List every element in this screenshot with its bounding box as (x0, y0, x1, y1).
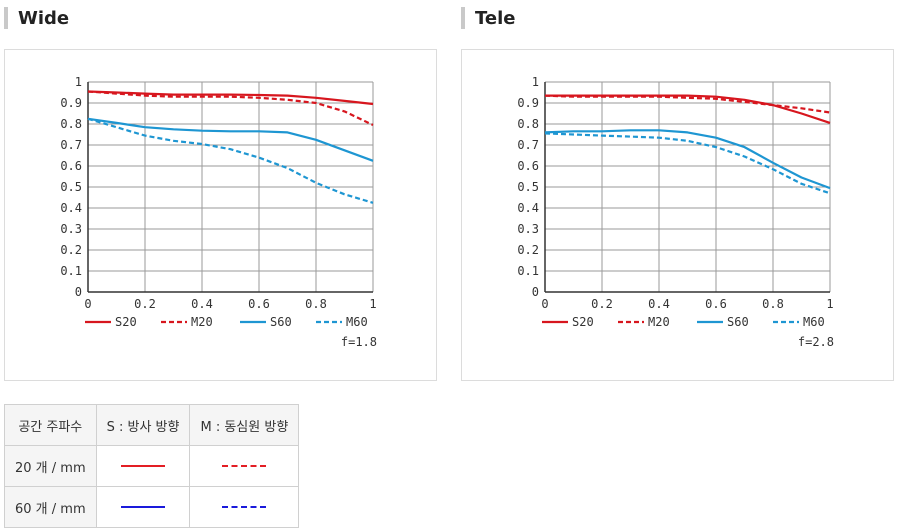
y-tick-label: 1 (532, 75, 539, 89)
x-tick-label: 0.6 (705, 297, 727, 311)
legend-label-m60: M60 (803, 315, 825, 329)
header-meridional: M : 동심원 방향 (189, 404, 300, 446)
legend-label-s20: S20 (115, 315, 137, 329)
row-label-60: 60 개 / mm (4, 486, 97, 528)
series-line-s20 (545, 94, 831, 124)
title-accent-bar (461, 7, 465, 29)
x-tick-label: 0 (541, 297, 548, 311)
sample-cell (95, 486, 191, 528)
section-title-text: Tele (475, 7, 516, 29)
series-line-m20 (87, 90, 374, 126)
title-accent-bar (4, 7, 8, 29)
section-title-wide: Wide (4, 6, 69, 30)
mtf-chart-tele: 0 0.1 0.2 0.3 0.4 0.5 0.6 0.7 0.8 0.9 1 0 0.2 0.4 0.6 0… (517, 75, 834, 349)
x-tick-label: 0.8 (762, 297, 784, 311)
section-title-tele: Tele (461, 6, 515, 30)
y-tick-label: 0 (75, 285, 82, 299)
sample-cell (189, 445, 300, 487)
line-sample-m60 (222, 506, 267, 508)
x-tick-label: 0 (84, 297, 91, 311)
y-tick-label: 0.6 (60, 159, 82, 173)
y-tick-label: 0.1 (60, 264, 82, 278)
sample-cell (95, 445, 191, 487)
x-tick-label: 0.2 (134, 297, 156, 311)
section-title-text: Wide (18, 7, 70, 29)
y-tick-label: 0 (532, 285, 539, 299)
y-tick-label: 0.8 (60, 117, 82, 131)
legend-label-m60: M60 (346, 315, 368, 329)
series-line-m60 (544, 132, 831, 195)
legend-table-row: 20 개 / mm (4, 445, 300, 487)
y-tick-label: 1 (75, 75, 82, 89)
y-tick-label: 0.3 (517, 222, 539, 236)
y-tick-label: 0.9 (60, 96, 82, 110)
mtf-chart-wide: 0 0.1 0.2 0.3 0.4 0.5 0.6 0.7 0.8 0.9 1 0 0.2 0.4 0.6 0… (60, 75, 377, 349)
line-sample-s20 (121, 465, 166, 467)
y-tick-label: 0.6 (517, 159, 539, 173)
chart-panel-wide: 0 0.1 0.2 0.3 0.4 0.5 0.6 0.7 0.8 0.9 1 0 0.2 0.4 0.6 0… (4, 49, 437, 381)
series-line-s20 (87, 90, 374, 106)
legend-table: 공간 주파수 S : 방사 방향 M : 동심원 방향 20 개 / mm 60… (4, 404, 300, 528)
y-tick-label: 0.7 (517, 138, 539, 152)
x-tick-label: 0.2 (591, 297, 613, 311)
y-tick-label: 0.7 (60, 138, 82, 152)
y-tick-label: 0.4 (517, 201, 539, 215)
line-sample-s60 (121, 506, 166, 508)
legend-table-header-row: 공간 주파수 S : 방사 방향 M : 동심원 방향 (4, 404, 300, 446)
line-sample-m20 (222, 465, 267, 467)
legend-label-m20: M20 (648, 315, 670, 329)
y-tick-label: 0.1 (517, 264, 539, 278)
legend-table-row: 60 개 / mm (4, 486, 300, 528)
legend-label-s60: S60 (727, 315, 749, 329)
legend-label-s20: S20 (572, 315, 594, 329)
header-spatial-frequency: 공간 주파수 (4, 404, 97, 446)
y-tick-label: 0.8 (517, 117, 539, 131)
series-line-m60 (87, 117, 374, 204)
x-tick-label: 0.6 (248, 297, 270, 311)
y-tick-label: 0.4 (60, 201, 82, 215)
y-tick-label: 0.5 (517, 180, 539, 194)
y-tick-label: 0.5 (60, 180, 82, 194)
row-label-20: 20 개 / mm (4, 445, 97, 487)
x-tick-label: 0.4 (648, 297, 670, 311)
x-tick-label: 0.8 (305, 297, 327, 311)
x-tick-label: 1 (826, 297, 833, 311)
y-tick-label: 0.2 (517, 243, 539, 257)
aperture-label: f=2.8 (798, 335, 834, 349)
x-tick-label: 1 (369, 297, 376, 311)
series-line-s60 (544, 129, 831, 190)
header-sagittal: S : 방사 방향 (95, 404, 191, 446)
y-tick-label: 0.3 (60, 222, 82, 236)
sample-cell (189, 486, 300, 528)
aperture-label: f=1.8 (341, 335, 377, 349)
chart-panel-tele: 0 0.1 0.2 0.3 0.4 0.5 0.6 0.7 0.8 0.9 1 0 0.2 0.4 0.6 0… (461, 49, 894, 381)
legend-label-m20: M20 (191, 315, 213, 329)
x-tick-label: 0.4 (191, 297, 213, 311)
series-line-s60 (87, 117, 374, 162)
y-tick-label: 0.9 (517, 96, 539, 110)
legend-label-s60: S60 (270, 315, 292, 329)
y-tick-label: 0.2 (60, 243, 82, 257)
